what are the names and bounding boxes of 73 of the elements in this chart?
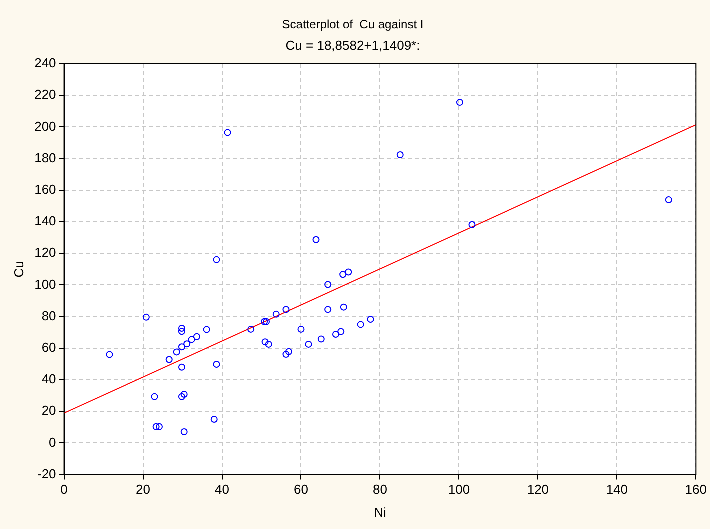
y-tick-label: -20 xyxy=(37,466,56,482)
point xyxy=(282,351,290,358)
y-tick-label: 40 xyxy=(42,372,56,387)
point xyxy=(248,326,255,333)
point xyxy=(210,416,218,423)
x-tick-label: 0 xyxy=(60,482,68,498)
x-tick-label: 140 xyxy=(606,482,628,498)
x-tick-label: 120 xyxy=(527,482,550,498)
y-axis-title: Cu xyxy=(11,261,26,278)
y-tick-label: 240 xyxy=(34,56,56,71)
y-tick-label: 160 xyxy=(34,182,56,197)
point xyxy=(224,129,232,136)
x-tick-label: 160 xyxy=(685,482,708,498)
chart-title: Scatterplot of Cu against I xyxy=(282,18,424,32)
y-tick-label: 120 xyxy=(34,245,56,260)
y-tick-label: 180 xyxy=(34,150,56,166)
point xyxy=(285,348,292,356)
point xyxy=(178,393,186,400)
point xyxy=(367,316,374,323)
chart-subtitle: Cu = 18,8582+1,1409*: xyxy=(286,38,420,53)
x-axis-title: Ni xyxy=(374,504,386,520)
point xyxy=(456,99,464,106)
point xyxy=(180,428,188,436)
point xyxy=(173,348,180,356)
point xyxy=(203,326,210,334)
point xyxy=(178,324,186,332)
x-tick-label: 20 xyxy=(136,482,151,498)
point xyxy=(272,310,280,318)
point xyxy=(345,268,352,276)
point xyxy=(298,326,305,333)
point xyxy=(184,340,191,348)
point xyxy=(468,221,476,228)
point xyxy=(193,333,200,340)
point xyxy=(338,328,345,336)
point xyxy=(265,340,272,348)
point xyxy=(282,306,290,314)
x-tick-label: 60 xyxy=(294,482,308,498)
point xyxy=(213,256,220,264)
point xyxy=(665,196,672,204)
point xyxy=(213,361,220,368)
y-tick-label: 220 xyxy=(34,87,56,102)
point xyxy=(262,338,269,346)
point xyxy=(312,236,320,244)
y-tick-label: 200 xyxy=(34,118,56,134)
point xyxy=(178,328,186,336)
point xyxy=(318,336,325,343)
y-tick-label: 60 xyxy=(42,340,56,355)
point xyxy=(156,423,163,430)
point xyxy=(305,340,312,348)
point xyxy=(152,423,160,430)
y-tick-label: 20 xyxy=(42,403,56,418)
point xyxy=(324,306,332,314)
point xyxy=(324,281,332,288)
y-tick-label: 0 xyxy=(49,434,56,450)
point xyxy=(340,271,347,278)
point xyxy=(178,344,186,351)
x-tick-label: 40 xyxy=(215,482,230,498)
x-tick-label: 100 xyxy=(448,482,470,498)
point xyxy=(357,321,364,328)
point xyxy=(180,391,188,398)
point xyxy=(396,152,404,159)
point xyxy=(142,314,150,321)
point xyxy=(178,364,186,371)
y-tick-label: 100 xyxy=(34,276,56,292)
point xyxy=(151,393,158,400)
point xyxy=(332,330,340,338)
point xyxy=(106,351,114,358)
y-tick-label: 80 xyxy=(42,308,56,324)
y-tick-label: 140 xyxy=(34,214,56,229)
x-tick-label: 80 xyxy=(372,482,388,498)
point xyxy=(166,356,173,364)
point xyxy=(188,336,196,344)
point xyxy=(340,304,348,311)
